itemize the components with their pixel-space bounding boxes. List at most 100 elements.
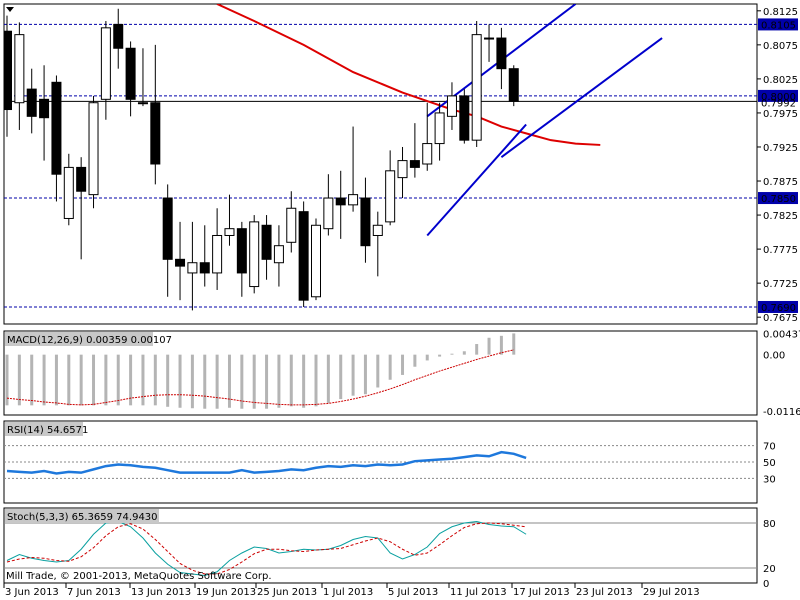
candle-bear <box>360 197 371 247</box>
panel-frame-macd <box>3 330 758 416</box>
trendline <box>426 123 527 237</box>
trendline <box>500 37 663 158</box>
level-label-box <box>758 300 798 313</box>
candle-bear <box>125 47 136 100</box>
candle-bear <box>409 160 420 168</box>
candle-bear <box>113 23 124 49</box>
level-label-box <box>758 192 798 205</box>
stoch-tick-label: 0 <box>763 579 769 590</box>
x-tick-label: 17 Jul 2013 <box>513 587 570 598</box>
candle-bear <box>335 197 346 206</box>
main-y-tick-label: 0.7825 <box>763 211 798 222</box>
candle-bull <box>88 102 99 196</box>
candle-bull <box>471 34 482 141</box>
panel-frame-main <box>3 3 758 325</box>
main-plot-area <box>4 4 663 311</box>
stoch-d-line <box>6 522 527 575</box>
candle-bull <box>323 197 334 230</box>
candle-bull <box>212 234 223 274</box>
candle-bear <box>298 211 309 301</box>
candle-bull <box>422 143 433 165</box>
main-y-tick-label: 0.7925 <box>763 143 798 154</box>
candle-bull <box>137 102 148 105</box>
rsi-tick-label: 50 <box>763 458 776 469</box>
candle-bull <box>348 194 359 206</box>
stoch-tick-label: 20 <box>763 564 776 575</box>
main-y-tick-label: 0.7975 <box>763 109 798 120</box>
level-label-box <box>758 18 798 31</box>
x-tick-label: 7 Jun 2013 <box>67 587 121 598</box>
rsi-tick-label: 30 <box>763 474 776 485</box>
candle-bull <box>14 34 25 104</box>
level-label: 0.7690 <box>761 303 796 314</box>
candle-bear <box>162 197 173 260</box>
candle-bull <box>434 112 445 145</box>
macd-signal-line <box>6 349 514 406</box>
main-y-tick-label: 0.7675 <box>763 313 798 324</box>
candle-bull <box>311 224 321 298</box>
macd-label-bg <box>5 332 153 346</box>
candle-bull <box>484 37 495 40</box>
candle-bear <box>199 262 210 274</box>
candle-bear <box>496 37 507 70</box>
x-tick-label: 5 Jul 2013 <box>388 587 438 598</box>
candle-bear <box>150 102 161 165</box>
x-tick-label: 11 Jul 2013 <box>450 587 507 598</box>
level-label: 0.8000 <box>761 92 796 103</box>
stoch-label-bg <box>5 509 159 523</box>
stoch-tick-label: 80 <box>763 519 776 530</box>
candle-bull <box>446 95 457 117</box>
candle-bull <box>273 245 284 264</box>
macd-tick-label: -0.01163 <box>763 407 800 418</box>
candle-bear <box>76 166 87 192</box>
main-y-tick-label: 0.7775 <box>763 245 798 256</box>
candle-bear <box>508 68 519 102</box>
x-tick-label: 1 Jul 2013 <box>323 587 373 598</box>
rsi-label: RSI(14) 54.6571 <box>7 425 88 436</box>
moving-average-line <box>216 4 601 146</box>
candle-bull <box>187 262 198 274</box>
candle-bull <box>385 170 396 223</box>
candle-bear <box>175 258 186 267</box>
x-tick-label: 3 Jun 2013 <box>5 587 59 598</box>
candle-bull <box>63 166 74 219</box>
candle-bear <box>261 224 272 260</box>
candle-bear <box>26 88 37 117</box>
candle-bull <box>100 27 111 100</box>
candle-bull <box>224 228 235 236</box>
candle-bear <box>4 30 12 111</box>
candle-bull <box>397 160 408 179</box>
candle-bull <box>372 224 383 236</box>
candle-bear <box>51 81 62 175</box>
x-tick-label: 13 Jun 2013 <box>131 587 191 598</box>
candle-bear <box>236 228 247 274</box>
main-y-tick-label: 0.8075 <box>763 41 798 52</box>
main-y-tick-label: 0.8025 <box>763 75 798 86</box>
watermark-text: Mill Trade, © 2001-2013, MetaQuotes Soft… <box>6 571 272 582</box>
level-label-box <box>758 89 798 102</box>
main-y-tick-label: 0.7875 <box>763 177 798 188</box>
main-y-tick-label: 0.8125 <box>763 7 798 18</box>
rsi-tick-label: 70 <box>763 442 776 453</box>
main-y-tick-label: 0.7725 <box>763 279 798 290</box>
price-label: 0.7992 <box>761 98 796 109</box>
x-tick-label: 23 Jul 2013 <box>576 587 633 598</box>
candle-bear <box>459 95 470 141</box>
candle-bull <box>249 221 260 288</box>
stoch-k-line <box>6 520 527 577</box>
candle-bull <box>286 207 297 243</box>
x-tick-label: 19 Jun 2013 <box>196 587 256 598</box>
level-label: 0.8105 <box>761 20 796 31</box>
macd-label: MACD(12,26,9) 0.00359 0.00107 <box>7 335 172 346</box>
rsi-line <box>6 450 527 475</box>
macd-tick-label: 0.00 <box>763 351 785 362</box>
candle-bear <box>39 98 50 119</box>
x-tick-label: 29 Jul 2013 <box>643 587 700 598</box>
x-tick-label: 25 Jun 2013 <box>257 587 317 598</box>
macd-tick-label: 0.00437 <box>763 330 800 341</box>
rsi-label-bg <box>5 422 83 436</box>
stoch-label: Stoch(5,3,3) 65.3659 74.9430 <box>7 512 158 523</box>
level-label: 0.7850 <box>761 194 796 205</box>
chart-menu-icon <box>6 7 14 12</box>
